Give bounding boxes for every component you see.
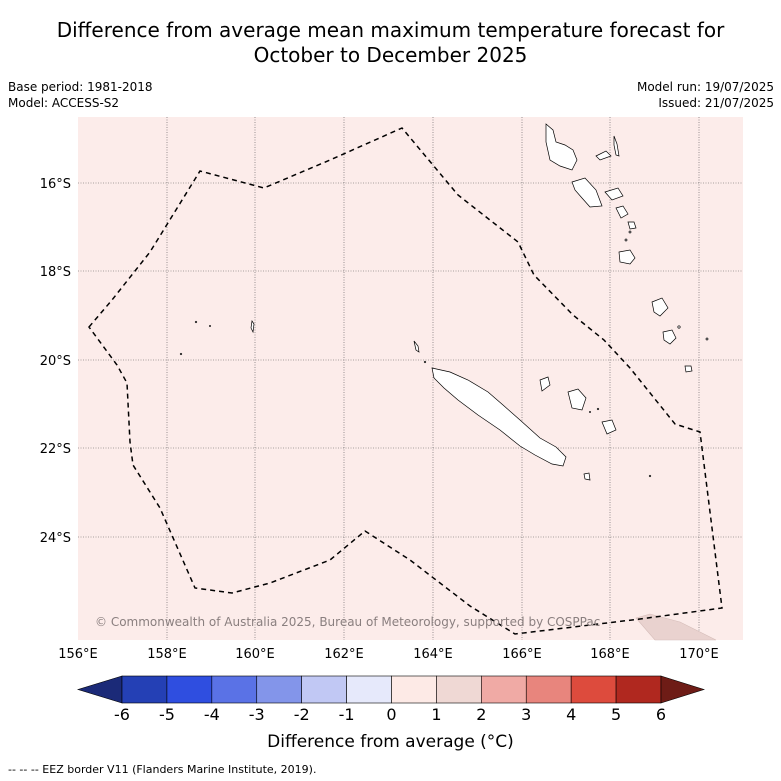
model-run: Model run: 19/07/2025: [636, 80, 774, 94]
lon-label-168: 168°E: [590, 647, 630, 662]
chesterfield-reef: [250, 320, 255, 334]
lat-label-22: 22°S: [40, 442, 71, 457]
small-island-1: [624, 238, 628, 242]
islet-2: [209, 325, 211, 327]
colorbar-tick-label: -6: [114, 705, 130, 724]
maewo-island: [613, 135, 620, 157]
colorbar-segment: [525, 675, 572, 704]
colorbar-tick-label: -1: [339, 705, 355, 724]
islet-3: [179, 352, 183, 356]
colorbar-arrow-low: [76, 675, 123, 704]
map-title: Difference from average mean maximum tem…: [0, 18, 781, 68]
colorbar-tick-label: 6: [656, 705, 666, 724]
lifou-island: [567, 388, 587, 411]
lon-label-156: 156°E: [58, 647, 98, 662]
colorbar-tick-label: -4: [204, 705, 220, 724]
colorbar-segment: [121, 675, 168, 704]
colorbar-segment: [301, 675, 347, 704]
colorbar-arrow-high: [660, 675, 706, 704]
ambrym-island: [604, 187, 624, 201]
meta-left: Base period: 1981-2018 Model: ACCESS-S2: [8, 79, 153, 111]
lat-label-24: 24°S: [40, 531, 71, 546]
colorbar-tick-label: 3: [521, 705, 531, 724]
lon-label-160: 160°E: [235, 647, 275, 662]
walpole-island: [648, 474, 652, 478]
colorbar-tick-label: 2: [476, 705, 486, 724]
colorbar-segment: [256, 675, 302, 704]
eez-legend-footer: -- -- -- EEZ border V11 (Flanders Marine…: [8, 763, 317, 776]
lon-label-170: 170°E: [679, 647, 719, 662]
land-chesterfield: [179, 320, 600, 413]
lon-label-166: 166°E: [502, 647, 542, 662]
ouvea-island: [539, 376, 551, 392]
colorbar-segment: [570, 675, 617, 704]
colorbar-tick-label: -5: [159, 705, 175, 724]
malakula-island: [571, 177, 603, 208]
colorbar-tick-label: 1: [431, 705, 441, 724]
colorbar: -6 -5 -4 -3 -2 -1 0 1 2 3 4 5 6: [76, 675, 706, 724]
mare-island: [601, 419, 617, 435]
colorbar-segment: [615, 675, 662, 704]
eez-border: [88, 127, 723, 635]
colorbar-title: Difference from average (°C): [267, 732, 514, 752]
erromango-island: [651, 297, 669, 317]
aniwa-island: [705, 337, 709, 341]
lon-label-164: 164°E: [413, 647, 453, 662]
colorbar-tick-label: 0: [386, 705, 396, 724]
islet-6: [589, 411, 591, 413]
warm-patch: [635, 613, 717, 641]
map-area: [78, 117, 743, 640]
lat-label-18: 18°S: [40, 265, 71, 280]
colorbar-segment: [166, 675, 213, 704]
belep-islands: [413, 340, 420, 353]
lat-label-20: 20°S: [40, 354, 71, 369]
title-line-2: October to December 2025: [253, 43, 528, 67]
small-island-2: [628, 230, 632, 234]
islet-4: [423, 360, 427, 364]
issued-date: Issued: 21/07/2025: [658, 96, 774, 110]
lat-label-16: 16°S: [40, 177, 71, 192]
espiritu-santo: [545, 123, 578, 171]
lon-label-158: 158°E: [147, 647, 187, 662]
ambae-island: [595, 150, 612, 161]
colorbar-tick-label: 5: [611, 705, 621, 724]
shepherd-islands: [627, 221, 637, 230]
colorbar-tick-label: -3: [249, 705, 265, 724]
base-period: Base period: 1981-2018: [8, 80, 153, 94]
aneityum-island: [684, 365, 693, 373]
colorbar-segment: [481, 675, 527, 704]
tanna-island: [662, 329, 677, 345]
isle-of-pines: [583, 472, 591, 481]
colorbar-segment: [211, 675, 258, 704]
meta-right: Model run: 19/07/2025 Issued: 21/07/2025: [637, 79, 774, 111]
title-line-1: Difference from average mean maximum tem…: [56, 18, 725, 42]
grande-terre-island: [431, 367, 567, 467]
land-vanuatu: [545, 123, 709, 373]
colorbar-segment: [436, 675, 482, 704]
land-new-caledonia: [413, 340, 652, 481]
model-name: Model: ACCESS-S2: [8, 96, 120, 110]
copyright-text: © Commonwealth of Australia 2025, Bureau…: [95, 615, 600, 629]
futuna-island: [677, 325, 681, 329]
islet-5: [596, 407, 600, 411]
colorbar-segment: [391, 675, 437, 704]
lat-axis-labels: 16°S 18°S 20°S 22°S 24°S: [40, 177, 71, 546]
colorbar-segment: [346, 675, 392, 704]
colorbar-tick-label: 4: [566, 705, 576, 724]
epi-island: [615, 205, 629, 219]
graticule: [78, 117, 743, 640]
colorbar-tick-label: -2: [294, 705, 310, 724]
efate-island: [618, 249, 636, 265]
islet-1: [194, 320, 198, 324]
lon-label-162: 162°E: [324, 647, 364, 662]
lon-axis-labels: 156°E 158°E 160°E 162°E 164°E 166°E 168°…: [58, 647, 719, 662]
